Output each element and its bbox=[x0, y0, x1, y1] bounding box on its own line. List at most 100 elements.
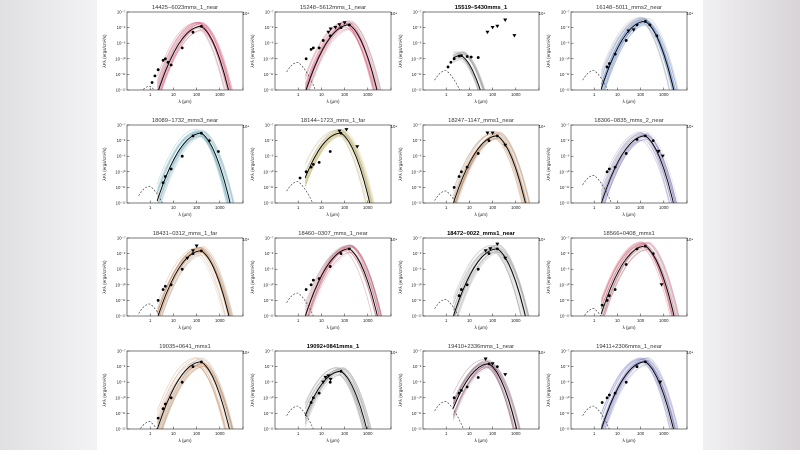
data-point bbox=[495, 365, 499, 368]
model-fit-curve bbox=[452, 246, 525, 316]
panel-title: 18247−1147_mms1_near bbox=[448, 118, 514, 124]
model-fit-curve bbox=[600, 358, 673, 429]
model-fit-curve bbox=[604, 364, 677, 429]
model-fit-curve bbox=[304, 245, 377, 316]
data-point bbox=[613, 52, 617, 56]
x-tick-label: 100 bbox=[489, 205, 497, 210]
y-tick-label: 10⁻¹⁰ bbox=[115, 282, 125, 287]
x-tick-label: 1000 bbox=[511, 92, 521, 97]
upper-limit-marker bbox=[512, 34, 517, 38]
panel-frame bbox=[422, 350, 540, 430]
best-fit-curve bbox=[452, 363, 518, 429]
model-fit-curve bbox=[600, 363, 672, 429]
panel-frame bbox=[274, 11, 392, 91]
model-fit-curve bbox=[455, 137, 528, 203]
panel-frame bbox=[126, 124, 244, 204]
y-tick-label: 10⁻¹¹ bbox=[116, 185, 126, 190]
y-tick-label: 10⁻¹² bbox=[264, 201, 274, 206]
model-fit-curve bbox=[304, 134, 368, 203]
panel-title: 19410+2336mms_1_near bbox=[448, 344, 514, 350]
data-point bbox=[635, 23, 639, 27]
upper-limit-marker bbox=[337, 23, 342, 27]
data-point bbox=[339, 131, 343, 135]
panel-title: 18460−0307_mms_1_near bbox=[298, 231, 368, 237]
model-fit-curve bbox=[306, 244, 382, 316]
stellar-photosphere-curve bbox=[286, 181, 314, 203]
x-tick-label: 10 bbox=[615, 431, 620, 436]
data-point bbox=[156, 299, 160, 302]
y-axis-label: λFλ (ergs/cm²/s) bbox=[546, 147, 551, 181]
data-point bbox=[317, 391, 321, 395]
model-fit-curve bbox=[156, 23, 229, 90]
model-fit-curve bbox=[604, 135, 677, 203]
plot-area bbox=[286, 366, 372, 429]
data-point bbox=[600, 401, 604, 404]
y-tick-label: 10⁻⁷ bbox=[561, 123, 570, 128]
data-point bbox=[169, 283, 173, 287]
x-tick-label: 1 bbox=[297, 318, 300, 323]
model-fit-curve bbox=[452, 367, 515, 429]
model-fit-curve bbox=[304, 369, 366, 429]
model-fit-curve bbox=[454, 133, 529, 203]
data-point bbox=[487, 139, 491, 143]
data-point bbox=[452, 57, 456, 61]
upper-limit-marker bbox=[503, 143, 508, 148]
x-tick-label: 10⁴ bbox=[539, 124, 546, 129]
y-tick-label: 10⁻⁸ bbox=[561, 364, 570, 369]
x-tick-label: 100 bbox=[193, 92, 201, 97]
x-tick-label: 10⁴ bbox=[243, 237, 250, 242]
model-fit-curve bbox=[161, 250, 233, 316]
sed-panel: 19092+0841mms_1 1 10 100 1000 10⁴ 10⁻¹² 10⁻¹¹ 10… bbox=[250, 344, 397, 443]
data-point bbox=[161, 181, 165, 185]
model-fit-curve bbox=[156, 21, 228, 90]
y-tick-label: 10⁻¹² bbox=[412, 427, 422, 432]
y-tick-label: 10⁻⁷ bbox=[265, 236, 274, 241]
model-fit-curve bbox=[160, 24, 232, 90]
model-fit-curve bbox=[604, 138, 676, 203]
model-fit-curve bbox=[600, 357, 671, 429]
model-fit-curve bbox=[156, 128, 227, 203]
data-point bbox=[199, 131, 203, 135]
data-point bbox=[191, 252, 195, 256]
y-tick-label: 10⁻¹¹ bbox=[264, 185, 274, 190]
y-tick-label: 10⁻⁷ bbox=[413, 236, 422, 241]
model-fit-curve bbox=[604, 24, 676, 90]
y-tick-label: 10⁻⁸ bbox=[413, 138, 422, 143]
data-point bbox=[655, 34, 659, 38]
y-axis-label: λFλ (ergs/cm²/s) bbox=[102, 260, 107, 294]
model-fit-curve bbox=[308, 246, 383, 316]
data-point bbox=[309, 48, 313, 51]
model-fit-curve bbox=[160, 135, 234, 203]
best-fit-curve bbox=[452, 55, 481, 90]
model-fit-curve bbox=[156, 249, 229, 316]
model-fit-curve bbox=[453, 246, 528, 316]
model-fit-curve bbox=[307, 245, 382, 316]
y-tick-label: 10⁻¹⁰ bbox=[411, 169, 421, 174]
model-fit-curve bbox=[453, 56, 481, 90]
model-fit-curve bbox=[306, 20, 381, 90]
data-point bbox=[311, 46, 315, 50]
model-fit-curve bbox=[454, 245, 529, 316]
y-tick-label: 10⁻⁷ bbox=[561, 236, 570, 241]
data-point bbox=[298, 176, 302, 180]
panel-title: 18306−0835_mms_2_near bbox=[594, 118, 664, 124]
model-fit-curve bbox=[304, 371, 363, 429]
y-tick-label: 10⁻⁷ bbox=[265, 10, 274, 15]
y-tick-label: 10⁻¹⁰ bbox=[559, 56, 569, 61]
plot-area bbox=[582, 357, 679, 429]
y-tick-label: 10⁻¹² bbox=[560, 314, 570, 319]
model-fit-curve bbox=[306, 23, 380, 90]
best-fit-curve bbox=[304, 370, 368, 429]
model-fit-curve bbox=[452, 51, 485, 90]
model-fit-curve bbox=[603, 249, 677, 316]
data-point bbox=[180, 267, 184, 271]
model-fit-curve bbox=[306, 245, 382, 316]
data-point bbox=[459, 388, 463, 392]
plot-area bbox=[286, 128, 375, 203]
data-point bbox=[304, 170, 308, 174]
x-tick-label: 1000 bbox=[659, 318, 669, 323]
x-axis-label: λ (μm) bbox=[178, 212, 192, 217]
data-point bbox=[199, 360, 203, 364]
y-axis-label: λFλ (ergs/cm²/s) bbox=[250, 34, 255, 68]
sed-panel: 18431−0312_mms_1_far 1 10 100 1000 10⁴ 10⁻¹² 10… bbox=[102, 231, 249, 330]
